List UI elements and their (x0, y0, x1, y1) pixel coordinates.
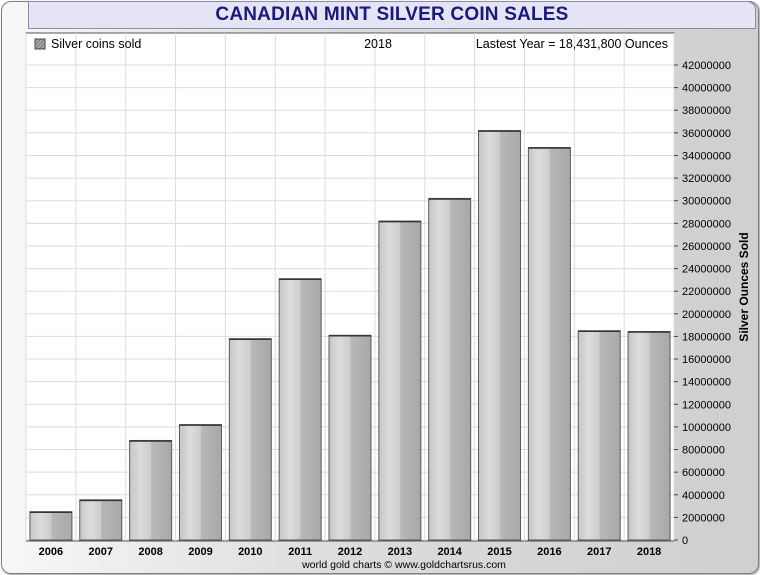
bars (29, 130, 671, 541)
y-tick-label: 22000000 (682, 286, 731, 298)
bar-2010 (228, 338, 272, 541)
header-year: 2018 (364, 37, 392, 51)
x-axis-ticks: 2006 2007 2008 2009 2010 2011 2012 2013 2014 2015… (39, 546, 662, 558)
y-tick-label: 20000000 (682, 309, 731, 321)
bar-2007 (79, 499, 123, 541)
bar-2016 (527, 147, 571, 541)
y-tick-label: 8000000 (682, 445, 725, 457)
y-tick-label: 0 (682, 535, 688, 547)
x-tick-label: 2010 (238, 546, 262, 558)
title-band (28, 1, 756, 29)
x-tick-label: 2011 (288, 546, 312, 558)
bar-2018 (627, 331, 671, 541)
y-tick-label: 10000000 (682, 422, 731, 434)
y-tick-label: 32000000 (682, 173, 731, 185)
bar-2017 (577, 330, 621, 541)
x-tick-label: 2007 (89, 546, 113, 558)
bar-2006 (29, 511, 73, 541)
y-tick-label: 38000000 (682, 105, 731, 117)
x-tick-label: 2012 (338, 546, 362, 558)
y-axis-label: Silver Ounces Sold (737, 232, 751, 341)
x-tick-label: 2009 (188, 546, 212, 558)
y-tick-label: 42000000 (682, 60, 731, 72)
y-tick-label: 18000000 (682, 331, 731, 343)
bar-2011 (278, 278, 322, 541)
x-tick-label: 2008 (138, 546, 162, 558)
bar-2015 (478, 130, 522, 541)
y-tick-label: 14000000 (682, 377, 731, 389)
y-tick-label: 30000000 (682, 196, 731, 208)
footer-credit: world gold charts © www.goldchartsrus.co… (301, 559, 506, 571)
y-tick-label: 34000000 (682, 150, 731, 162)
x-tick-label: 2006 (39, 546, 63, 558)
bar-2013 (378, 220, 422, 541)
legend-label: Silver coins sold (51, 37, 141, 51)
bar-2014 (428, 197, 472, 541)
x-tick-label: 2014 (437, 546, 462, 558)
y-tick-label: 24000000 (682, 264, 731, 276)
x-tick-label: 2018 (637, 546, 661, 558)
x-tick-label: 2017 (587, 546, 611, 558)
y-tick-label: 26000000 (682, 241, 731, 253)
y-tick-label: 16000000 (682, 354, 731, 366)
chart-title: CANADIAN MINT SILVER COIN SALES (215, 4, 569, 25)
x-tick-label: 2016 (537, 546, 561, 558)
y-tick-label: 2000000 (682, 512, 725, 524)
y-tick-label: 28000000 (682, 218, 731, 230)
y-tick-label: 12000000 (682, 399, 731, 411)
bar-2012 (328, 334, 372, 541)
y-tick-label: 4000000 (682, 490, 725, 502)
header-note: Lastest Year = 18,431,800 Ounces (476, 37, 668, 51)
y-tick-label: 40000000 (682, 83, 731, 95)
x-tick-label: 2013 (388, 546, 412, 558)
bar-2008 (129, 439, 173, 541)
y-axis-ticks: 0 2000000 4000000 6000000 8000000 10000000 120… (674, 60, 731, 547)
y-tick-label: 36000000 (682, 128, 731, 140)
legend-swatch (34, 38, 46, 50)
x-tick-label: 2015 (487, 546, 511, 558)
y-tick-label: 6000000 (682, 467, 725, 479)
bar-2009 (178, 424, 222, 541)
